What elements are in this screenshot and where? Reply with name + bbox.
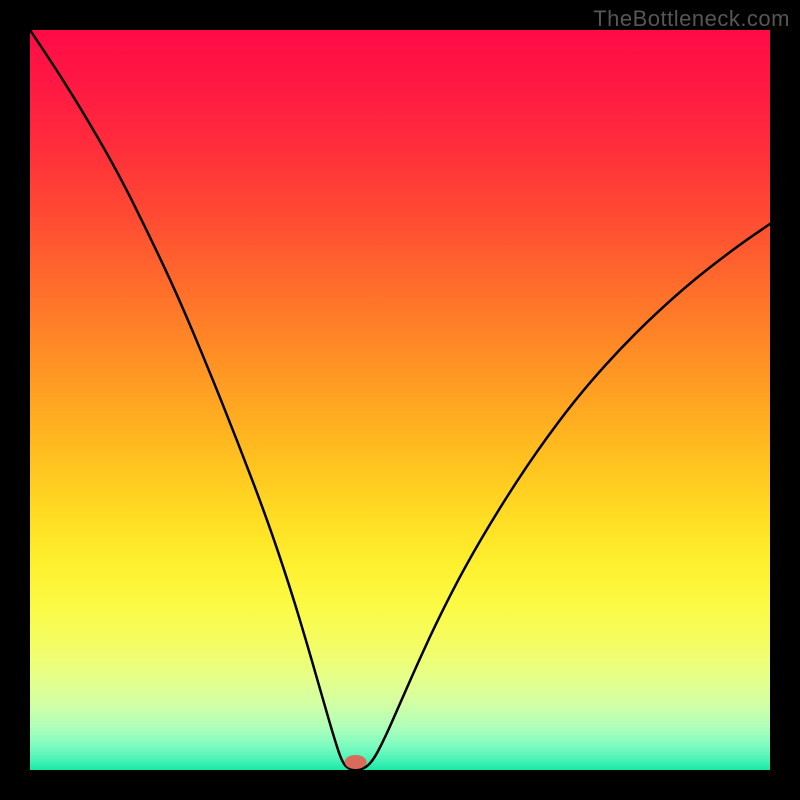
bottleneck-chart — [0, 0, 800, 800]
page-root: TheBottleneck.com — [0, 0, 800, 800]
optimal-marker — [345, 755, 367, 769]
watermark-text: TheBottleneck.com — [593, 6, 790, 32]
plot-area — [30, 30, 770, 770]
